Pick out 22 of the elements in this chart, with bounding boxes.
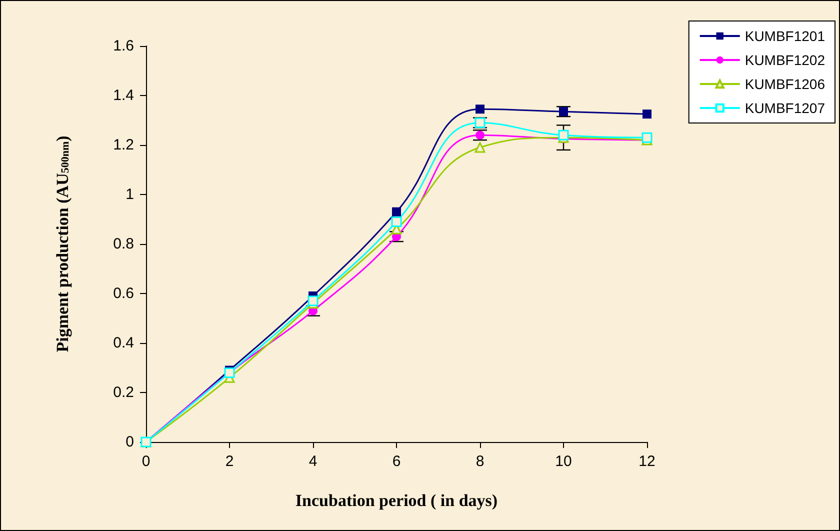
legend-label: KUMBF1207 — [744, 100, 826, 116]
y-tick-label: 1 — [126, 186, 134, 203]
y-tick-label: 0.6 — [113, 285, 134, 302]
x-tick-label: 2 — [225, 453, 234, 470]
y-tick-label: 0.8 — [113, 236, 134, 252]
x-axis-title: Incubation period ( in days) — [295, 491, 498, 510]
legend-label: KUMBF1202 — [744, 52, 826, 68]
x-tick-label: 12 — [638, 453, 656, 470]
y-tick-label: 0 — [126, 434, 134, 450]
y-tick-label: 0.4 — [113, 334, 134, 352]
y-axis-title: Pigment production (AU500nm) — [53, 136, 72, 352]
x-tick-label: 6 — [392, 453, 401, 470]
y-tick-label: 1.4 — [113, 87, 134, 104]
x-tick-label: 10 — [555, 453, 572, 470]
y-tick-label: 1.2 — [113, 136, 134, 154]
legend-label: KUMBF1206 — [744, 76, 826, 92]
x-tick-label: 0 — [142, 453, 150, 470]
x-tick-label: 8 — [476, 453, 484, 470]
y-tick-label: 1.6 — [113, 38, 134, 54]
y-tick-label: 0.2 — [113, 384, 134, 401]
legend-label: KUMBF1201 — [744, 28, 826, 44]
x-tick-label: 4 — [308, 453, 318, 470]
